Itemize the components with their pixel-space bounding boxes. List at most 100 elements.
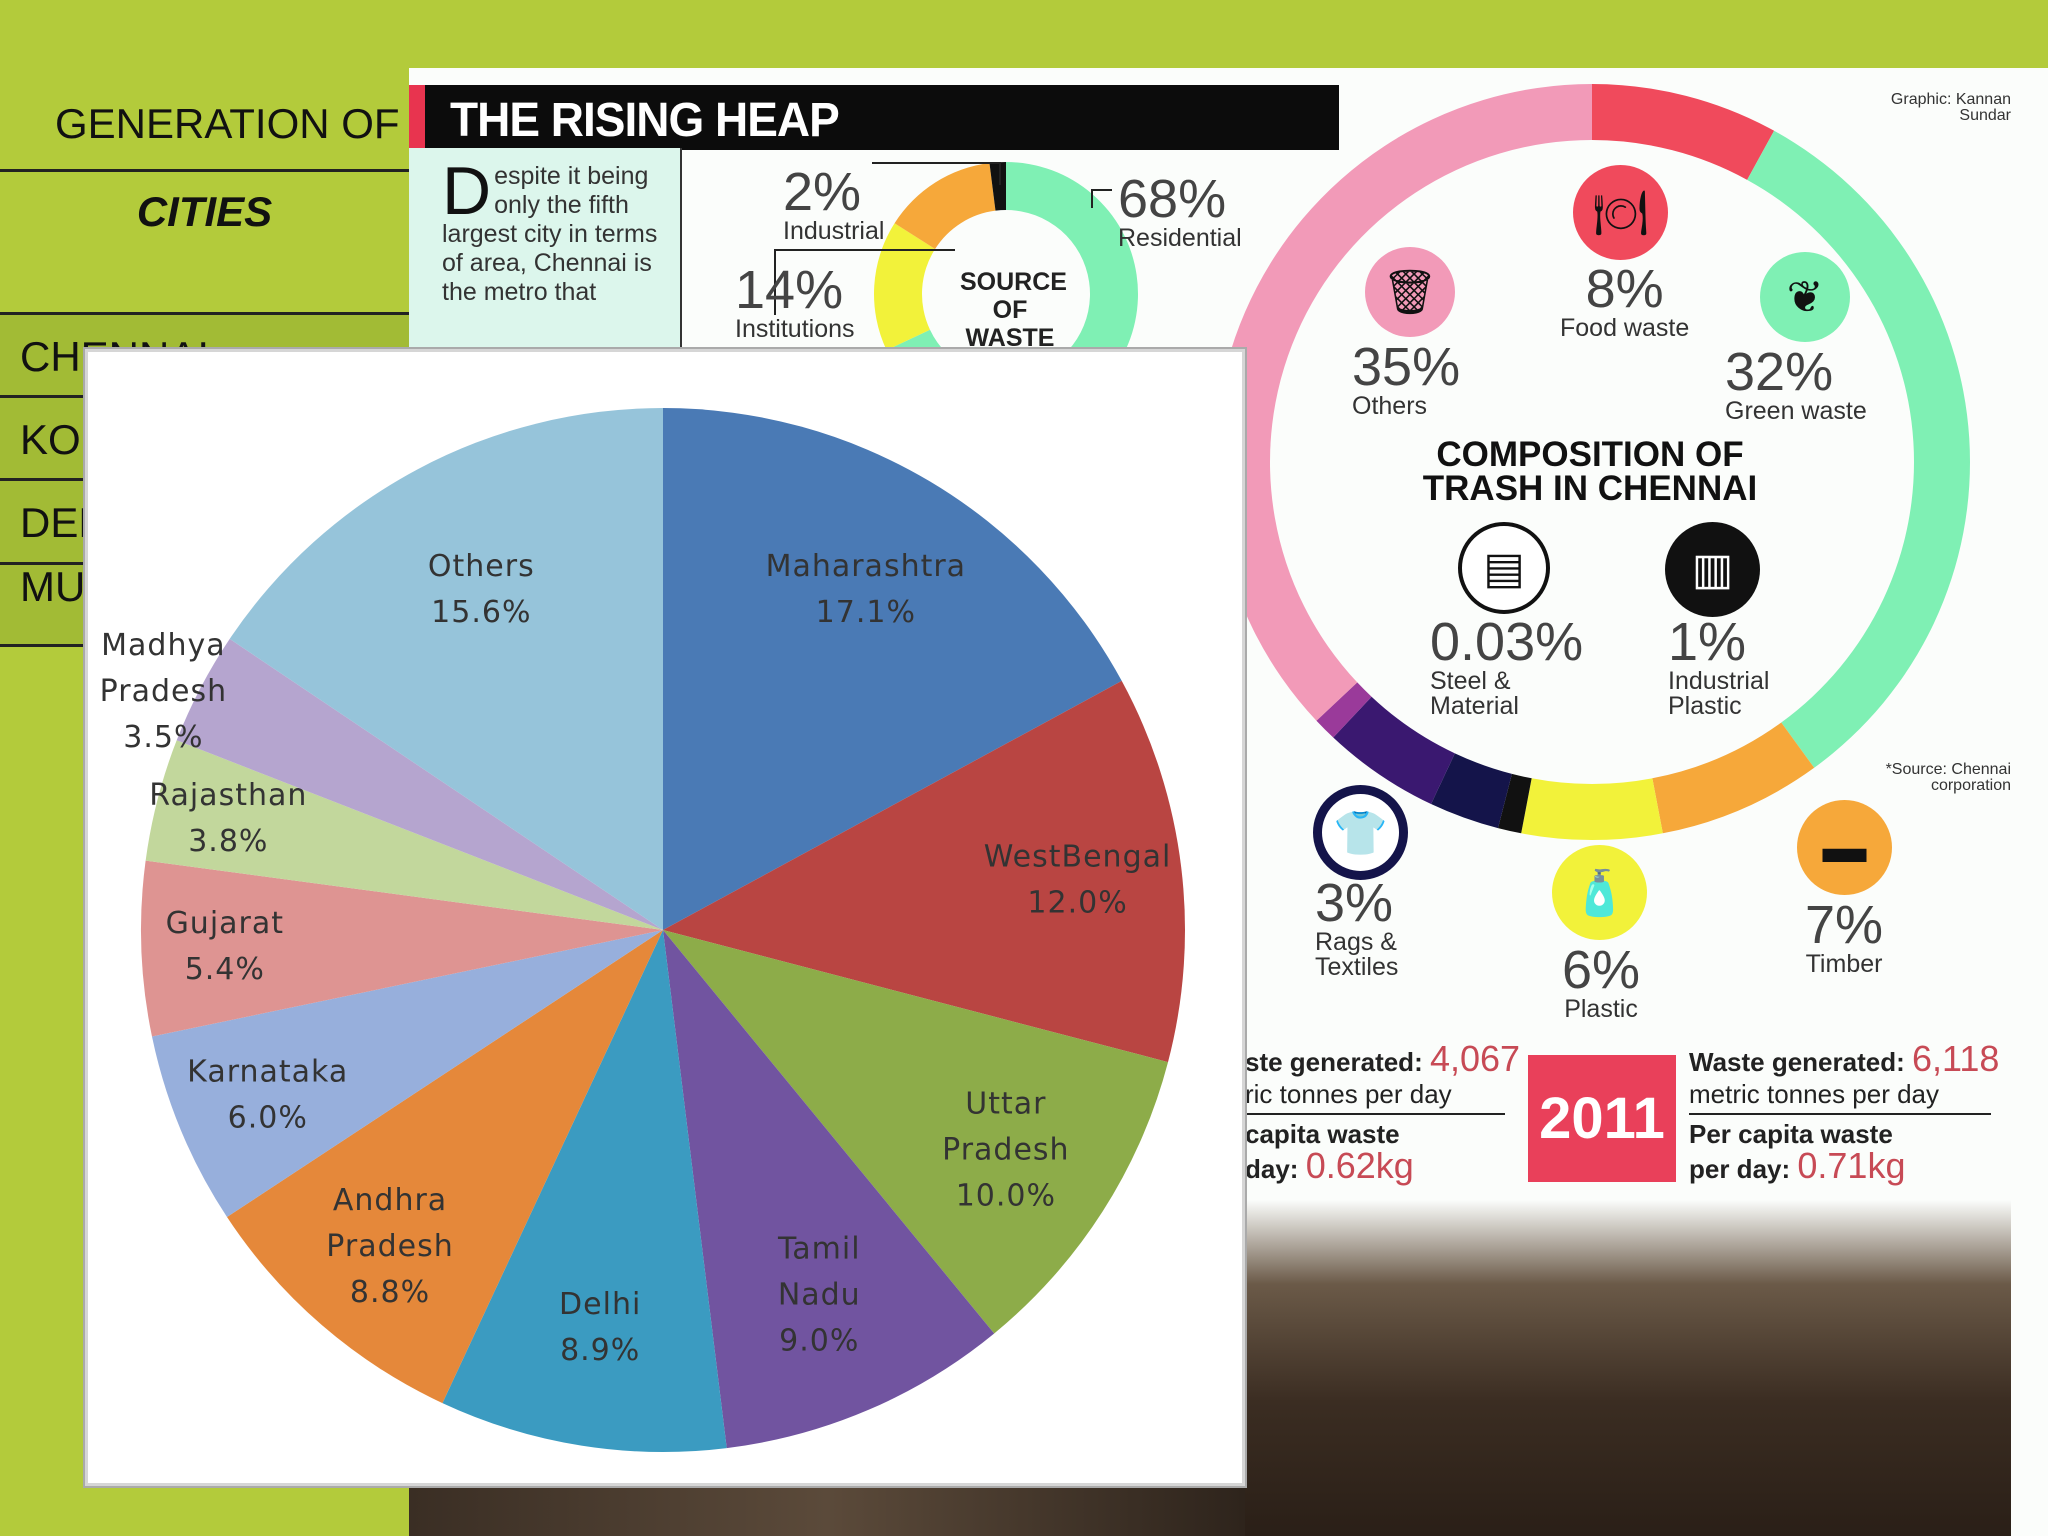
pie-slice [176,638,663,930]
pie-slice-others: Others 15.6% [229,408,663,930]
label: Institutions [735,315,855,343]
stat-value: 6,118 [1912,1038,2000,1079]
timber-label: 7% Timber [1805,898,1883,977]
pie-category-label: Pradesh [326,1229,453,1264]
pct: 1% [1668,612,1747,672]
table-header-cities: CITIES [136,188,273,235]
pct: 2% [783,162,862,222]
composition-donut-segment [1333,696,1455,805]
composition-donut-segment [1497,773,1532,834]
stat-label: Waste generated: [1689,1047,1905,1077]
steel-label: 0.03% Steel & Material [1430,615,1583,719]
pie-category-label: Tamil [777,1232,861,1267]
leader-line [872,162,1001,185]
composition-donut-segment [1652,722,1815,834]
stat-value: 0.62kg [1305,1145,1414,1186]
pie-slice-andhra-pradesh: Andhra Pradesh 8.8% [226,930,663,1404]
log-icon: ▬ [1797,800,1892,895]
label: Industrial [1668,667,1770,695]
pie-slice-tamil-nadu: Tamil Nadu 9.0% [663,930,995,1449]
pie-category-label: Uttar [965,1087,1046,1122]
pie-category-label: Madhya [101,628,225,663]
table-divider [0,312,409,315]
trash-bin-icon: 🗑 [1365,247,1455,337]
composition-donut-segment [1431,753,1512,829]
stat-label: ste generated: [1245,1047,1423,1077]
pie-slice [229,408,663,930]
composition-donut-segment [1747,130,1970,768]
pie-slice-rajasthan: Rajasthan 3.8% [145,740,664,930]
composition-donut-segment [1213,84,1592,721]
source-note: *Source: Chennai corporation [1886,762,2011,794]
food-waste-label: 8% Food waste [1560,262,1689,341]
pie-slice-karnataka: Karnataka 6.0% [151,930,663,1218]
plastic-label: 6% Plastic [1562,943,1640,1022]
note-1: *Source: Chennai [1885,761,2011,778]
composition-donut-segment [1592,84,1775,180]
pie-slice-maharashtra: Maharashtra 17.1% [663,408,1122,930]
pie-category-label: Maharashtra [766,549,967,584]
stats-right: Waste generated: 6,118 metric tonnes per… [1689,1041,1999,1186]
composition-title-1: COMPOSITION OF [1436,435,1744,474]
pie-slice [226,930,663,1404]
pie-slice [663,930,995,1449]
source-donut-title: SOURCE OF WASTE [960,268,1067,352]
source-title-2: OF WASTE [965,296,1055,352]
source-donut-segment [894,163,996,249]
pie-category-label: Others [428,549,535,584]
leaf-icon: ❦ [1760,252,1850,342]
pie-category-label: Gujarat [166,906,284,941]
pie-value-label: 8.9% [560,1333,640,1368]
pie-slice [145,740,664,930]
pie-category-label: Nadu [778,1278,861,1313]
stat-value: 0.71kg [1797,1145,1906,1186]
pct: 32% [1725,342,1834,402]
drop-cap: D [442,153,492,229]
pie-value-label: 10.0% [956,1179,1056,1214]
source-title-1: SOURCE [960,268,1067,296]
stat-unit: metric tonnes per day [1689,1079,1940,1109]
pct: 3% [1315,873,1394,933]
pie-slice-madhya-pradesh: Madhya Pradesh 3.5% [100,628,663,930]
pie-category-label: Delhi [559,1287,641,1322]
pct: 0.03% [1430,612,1584,672]
stat-label: day: [1245,1154,1299,1184]
label: Residential [1118,224,1242,252]
stat-unit: ric tonnes per day [1245,1079,1452,1109]
pie-slice [663,680,1185,1063]
state-waste-pie-chart: Maharashtra 17.1% WestBengal 12.0% Uttar Prad… [100,408,1185,1452]
pie-slice-west-bengal: WestBengal 12.0% [663,680,1185,1063]
graphic-credit: Graphic: Kannan Sundar [1890,91,2011,124]
green-waste-label: 32% Green waste [1725,345,1867,424]
composition-donut-segment [1521,778,1663,840]
slide-title: GENERATION OF [55,100,400,147]
composition-donut [1213,84,1970,840]
pie-slice [141,860,663,1037]
stats-left: ste generated: 4,067 ric tonnes per day … [1245,1041,1520,1186]
pct: 68% [1118,169,1227,229]
source-donut-segment [989,162,1006,211]
pie-chart-panel: Maharashtra 17.1% WestBengal 12.0% Uttar Prad… [85,349,1245,1486]
factory-icon: ▥ [1665,522,1760,617]
pct: 35% [1352,337,1461,397]
steel-bars-icon: ▤ [1458,522,1550,614]
pie-value-label: 12.0% [1027,886,1127,921]
landfill-photo [1245,1200,2011,1536]
infographic-title: THE RISING HEAP [450,91,840,147]
pie-slice-delhi: Delhi 8.9% [442,930,727,1452]
year-badge: 2011 [1528,1055,1676,1182]
stat-value: 4,067 [1429,1038,1521,1079]
pie-category-label: Pradesh [942,1133,1069,1168]
pie-category-label: Karnataka [187,1054,348,1089]
industrial-plastic-label: 1% Industrial Plastic [1668,615,1769,719]
pie-slice [663,930,1169,1334]
note-2: corporation [1930,777,2011,794]
rags-label: 3% Rags & Textiles [1315,876,1398,980]
divider [1245,1113,1505,1115]
pie-category-label: Andhra [333,1183,447,1218]
pct: 6% [1562,940,1641,1000]
landfill-photo-strip [409,1486,1245,1536]
source-donut-segment [874,223,936,351]
pie-category-label: WestBengal [984,840,1172,875]
